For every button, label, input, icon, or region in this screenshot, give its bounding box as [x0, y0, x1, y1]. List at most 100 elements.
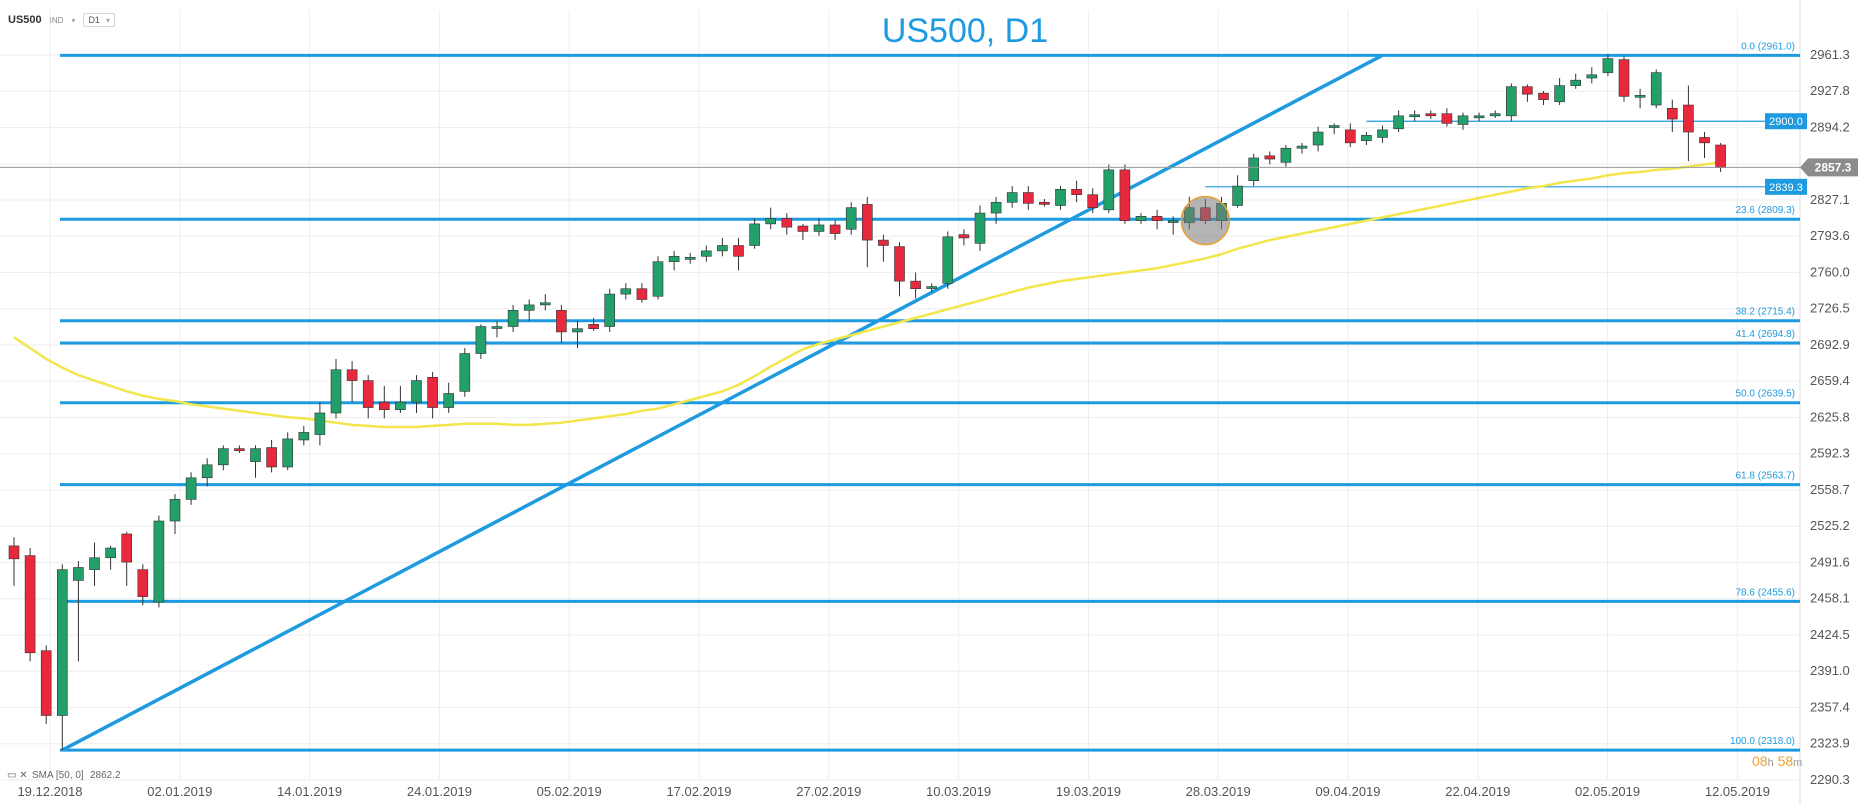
- candle-body: [765, 218, 777, 225]
- candle-body: [845, 207, 857, 230]
- y-tick-label: 2827.1: [1810, 192, 1850, 207]
- candle-down: [797, 223, 809, 241]
- candle-up: [1006, 186, 1018, 208]
- candle-up: [684, 253, 696, 264]
- candle-body: [459, 353, 471, 392]
- horizontal-lines[interactable]: [1205, 120, 1765, 188]
- candle-up: [330, 358, 342, 419]
- candle-body: [298, 432, 310, 441]
- candle-up: [1650, 69, 1662, 109]
- candle-down: [137, 564, 149, 606]
- candle-down: [1345, 123, 1356, 148]
- candle-body: [1538, 92, 1549, 100]
- fib-label: 0.0 (2961.0): [1741, 41, 1795, 52]
- candle-up: [1602, 54, 1614, 76]
- candle-up: [845, 202, 857, 235]
- candle-body: [1103, 169, 1115, 211]
- timeframe-label: D1: [88, 15, 100, 25]
- candle-down: [378, 385, 390, 419]
- chevron-down-icon: ▾: [105, 15, 110, 25]
- y-tick-label: 2894.2: [1810, 120, 1850, 135]
- candle-up: [652, 256, 664, 300]
- chevron-down-icon[interactable]: ▾: [71, 15, 76, 25]
- bar-countdown-timer: 08h 58m: [1752, 753, 1802, 769]
- candle-body: [1393, 115, 1404, 130]
- candle-up: [459, 348, 471, 397]
- candle-body: [668, 255, 680, 262]
- symbol-name[interactable]: US500: [8, 14, 42, 26]
- candle-up: [185, 472, 197, 505]
- current-price-badge: [1800, 158, 1858, 177]
- fib-label: 100.0 (2318.0): [1730, 736, 1795, 747]
- candle-down: [1022, 186, 1034, 210]
- x-tick-label: 19.12.2018: [17, 784, 82, 799]
- chart-title: US500, D1: [882, 12, 1048, 50]
- candle-body: [8, 545, 20, 560]
- candle-up: [1586, 67, 1598, 84]
- candle-down: [861, 196, 873, 268]
- y-tick-label: 2458.1: [1810, 591, 1850, 606]
- candle-body: [89, 557, 100, 570]
- candle-up: [1393, 110, 1404, 133]
- y-tick-label: 2760.0: [1810, 265, 1850, 280]
- fibonacci-retracement[interactable]: 0.0 (2961.0) 23.6 (2809.3) 38.2 (2715.4) 41…: [60, 41, 1800, 752]
- candle-up: [218, 445, 229, 471]
- candle-body: [346, 369, 358, 381]
- candle-down: [1071, 180, 1082, 203]
- candle-body: [1602, 58, 1614, 73]
- candle-up: [1248, 153, 1259, 187]
- y-tick-label: 2692.9: [1810, 337, 1850, 352]
- x-tick-label: 28.03.2019: [1186, 784, 1251, 799]
- candle-body: [1489, 113, 1501, 117]
- candle-body: [813, 224, 825, 232]
- candle-body: [620, 288, 632, 295]
- candle-down: [346, 361, 358, 403]
- sma-legend-value: 2862.2: [90, 770, 121, 781]
- candle-body: [411, 380, 422, 403]
- candle-up: [749, 218, 760, 249]
- y-tick-label: 2323.9: [1810, 736, 1850, 751]
- y-tick-label: 2290.3: [1810, 772, 1850, 787]
- candle-body: [1361, 134, 1372, 141]
- candle-body: [1586, 74, 1598, 79]
- y-tick-label: 2525.2: [1810, 518, 1850, 533]
- candle-up: [56, 564, 68, 751]
- price-badge-label: 2900.0: [1769, 116, 1803, 128]
- y-tick-label: 2625.8: [1810, 410, 1850, 425]
- candle-body: [717, 245, 728, 252]
- sma-legend[interactable]: ▭ ✕ SMA [50, 0] 2862.2: [7, 770, 121, 781]
- y-tick-label: 2659.4: [1810, 373, 1850, 388]
- candle-down: [1441, 108, 1453, 127]
- candle-down: [878, 234, 889, 262]
- candle-body: [395, 401, 406, 411]
- candle-body: [1328, 125, 1340, 128]
- candle-up: [604, 288, 616, 332]
- x-tick-label: 05.02.2019: [537, 784, 602, 799]
- candle-body: [1377, 129, 1388, 138]
- candle-body: [1280, 147, 1292, 163]
- candle-up: [539, 294, 551, 311]
- x-axis: 19.12.2018 02.01.2019 14.01.2019 24.01.2019…: [17, 784, 1769, 799]
- sma-legend-label: SMA [50, 0]: [32, 770, 84, 781]
- candle-body: [1634, 95, 1646, 98]
- candle-body: [1135, 216, 1147, 221]
- y-tick-label: 2927.8: [1810, 83, 1850, 98]
- candle-down: [829, 220, 841, 241]
- candle-body: [56, 569, 68, 716]
- trendline[interactable]: [61, 53, 1384, 752]
- timeframe-selector[interactable]: D1 ▾: [83, 13, 115, 27]
- candle-up: [1232, 175, 1243, 208]
- candle-up: [411, 375, 422, 413]
- candle-up: [491, 321, 503, 338]
- indicator-icon[interactable]: ▭ ✕: [7, 770, 28, 781]
- y-tick-label: 2793.6: [1810, 228, 1850, 243]
- candle-up: [153, 515, 165, 608]
- candle-body: [1119, 169, 1131, 221]
- candle-down: [1119, 164, 1131, 224]
- candle-down: [362, 375, 374, 419]
- candle-down: [1425, 110, 1437, 120]
- candle-up: [169, 493, 181, 534]
- candle-up: [990, 196, 1002, 224]
- candle-up: [105, 545, 116, 570]
